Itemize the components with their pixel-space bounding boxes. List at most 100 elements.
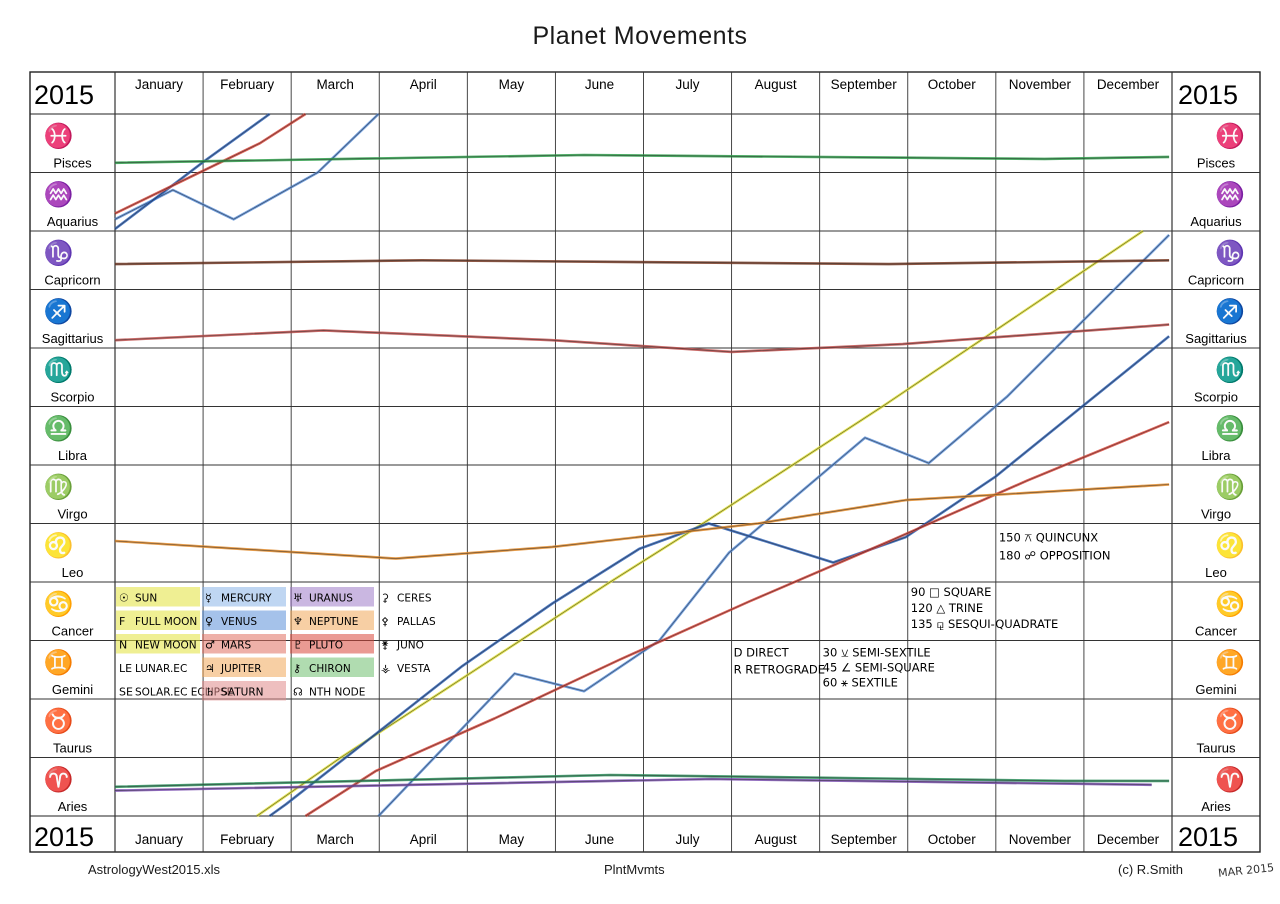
month-label-bottom: November — [1009, 832, 1072, 847]
sign-glyph-right: ♋ — [1215, 590, 1245, 618]
series-outline-jupiter — [114, 484, 1170, 559]
aspect-note: R RETROGRADE — [734, 663, 825, 677]
legend-label: CHIRON — [309, 663, 351, 675]
legend-swatch — [202, 610, 286, 630]
sign-name-left: Leo — [62, 565, 84, 580]
legend-swatch — [116, 634, 200, 654]
legend-symbol: LE — [119, 662, 132, 675]
legend-symbol: ☿ — [205, 592, 212, 605]
legend-symbol: ♅ — [293, 592, 303, 605]
month-label-top: July — [676, 77, 700, 92]
legend-swatch — [202, 657, 286, 677]
month-label-bottom: August — [755, 832, 797, 847]
legend-label: MARS — [221, 640, 252, 652]
month-label-top: January — [135, 77, 183, 92]
series-outline-mars — [114, 113, 306, 214]
legend-symbol: ☉ — [119, 592, 129, 605]
legend-swatch — [290, 610, 374, 630]
legend-label: PALLAS — [397, 616, 436, 628]
aspect-note: D DIRECT — [734, 646, 790, 660]
legend-swatch — [290, 657, 374, 677]
sign-glyph-right: ♏ — [1215, 356, 1245, 384]
sign-name-left: Aries — [58, 799, 88, 814]
legend-symbol: ⚳ — [381, 592, 389, 605]
year-label: 2015 — [1178, 80, 1238, 110]
legend-swatch — [290, 634, 374, 654]
aspect-note: 45 ∠ SEMI-SQUARE — [823, 661, 935, 675]
month-label-bottom: December — [1097, 832, 1160, 847]
sign-name-right: Sagittarius — [1185, 331, 1247, 346]
legend-swatch — [202, 634, 286, 654]
month-label-bottom: September — [831, 832, 898, 847]
sign-name-right: Virgo — [1201, 507, 1231, 522]
legend-swatch — [116, 587, 200, 607]
sign-glyph-left: ♑ — [44, 239, 74, 267]
month-label-top: November — [1009, 77, 1072, 92]
sign-name-right: Gemini — [1195, 682, 1236, 697]
sign-name-right: Aries — [1201, 799, 1231, 814]
sign-glyph-right: ♊ — [1215, 649, 1245, 677]
month-label-bottom: February — [220, 832, 274, 847]
legend-swatch — [202, 681, 286, 701]
sign-name-left: Libra — [58, 448, 88, 463]
sign-name-right: Cancer — [1195, 624, 1238, 639]
sign-name-left: Taurus — [53, 741, 93, 756]
footer-sheet-name: PlntMvmts — [604, 862, 665, 877]
year-label: 2015 — [34, 80, 94, 110]
sign-glyph-right: ♎ — [1215, 415, 1245, 443]
legend-symbol: ⚵ — [381, 639, 389, 652]
legend-symbol: ⚷ — [293, 662, 301, 675]
sign-glyph-right: ♉ — [1215, 707, 1245, 735]
sign-name-right: Pisces — [1197, 156, 1236, 171]
series-outline-venus — [269, 336, 1170, 817]
legend-label: SATURN — [221, 687, 263, 699]
legend-symbol: ♂ — [205, 639, 215, 652]
sign-name-left: Sagittarius — [42, 331, 104, 346]
legend-symbol: N — [119, 639, 127, 652]
sign-glyph-left: ♍ — [44, 473, 74, 501]
legend-symbol: SE — [119, 686, 133, 699]
month-label-bottom: March — [316, 832, 354, 847]
legend-label: NEPTUNE — [309, 616, 358, 628]
sign-name-left: Capricorn — [44, 273, 100, 288]
legend-label: MERCURY — [221, 593, 272, 605]
month-label-bottom: May — [499, 832, 525, 847]
month-label-top: May — [499, 77, 525, 92]
aspect-note: 30 ⚺ SEMI-SEXTILE — [823, 646, 931, 660]
sign-glyph-right: ♒ — [1215, 181, 1245, 209]
month-label-top: June — [585, 77, 614, 92]
legend-symbol: F — [119, 615, 125, 628]
series-outline-pluto — [114, 259, 1170, 265]
sign-glyph-left: ♓ — [44, 122, 74, 150]
legend-label: VENUS — [221, 616, 257, 628]
sign-glyph-left: ♉ — [44, 707, 74, 735]
sign-name-right: Aquarius — [1190, 214, 1242, 229]
legend-label: CERES — [397, 593, 432, 605]
month-label-bottom: June — [585, 832, 614, 847]
sign-name-left: Scorpio — [50, 390, 94, 405]
legend-swatch — [202, 587, 286, 607]
series-outline-uranus — [114, 778, 1152, 791]
legend-symbol: ⚴ — [381, 615, 389, 628]
legend-swatch — [290, 587, 374, 607]
sign-glyph-left: ♏ — [44, 356, 74, 384]
sign-name-left: Aquarius — [47, 214, 99, 229]
month-label-bottom: October — [928, 832, 977, 847]
sign-name-right: Taurus — [1196, 741, 1236, 756]
aspect-note: 135 ⚼ SESQUI-QUADRATE — [911, 617, 1059, 631]
month-label-bottom: January — [135, 832, 183, 847]
sign-name-left: Gemini — [52, 682, 93, 697]
month-label-top: October — [928, 77, 977, 92]
month-label-top: September — [831, 77, 898, 92]
footer-copyright: (c) R.Smith — [1118, 862, 1183, 877]
legend-label: PLUTO — [309, 640, 343, 652]
sign-glyph-left: ♐ — [44, 298, 74, 326]
legend-label: SUN — [135, 593, 157, 605]
sign-glyph-left: ♌ — [44, 532, 74, 560]
month-label-top: February — [220, 77, 274, 92]
legend-symbol: ♃ — [205, 662, 215, 675]
sign-glyph-left: ♒ — [44, 181, 74, 209]
sign-glyph-left: ♋ — [44, 590, 74, 618]
footer-filename: AstrologyWest2015.xls — [88, 862, 220, 877]
